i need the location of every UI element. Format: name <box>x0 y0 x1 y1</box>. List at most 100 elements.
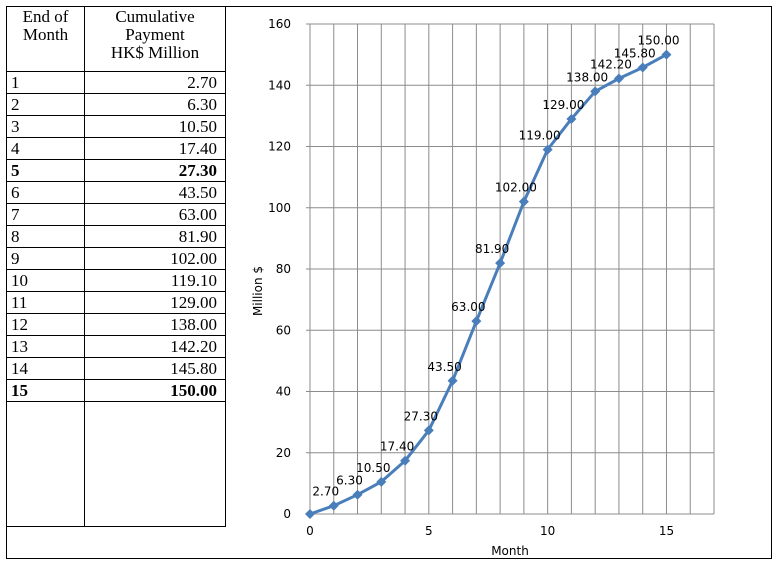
data-label: 63.00 <box>451 300 485 314</box>
payment-cell: 2.70 <box>84 71 226 94</box>
y-tick-label: 120 <box>268 140 291 154</box>
table-row: 14 145.80 <box>6 357 226 380</box>
y-tick-label: 100 <box>268 201 291 215</box>
y-tick-label: 20 <box>276 446 291 460</box>
data-label: 129.00 <box>542 98 584 112</box>
payment-cell: 27.30 <box>84 159 226 182</box>
table-row: 10 119.10 <box>6 269 226 292</box>
month-cell: 6 <box>6 181 85 204</box>
x-axis-label: Month <box>491 544 529 558</box>
table-row: 3 10.50 <box>6 115 226 138</box>
payment-cell: 138.00 <box>84 313 226 336</box>
data-label: 102.00 <box>495 181 537 195</box>
empty-cell <box>6 401 85 527</box>
data-point <box>400 455 411 466</box>
payment-cell: 150.00 <box>84 379 226 402</box>
table-row: 8 81.90 <box>6 225 226 248</box>
data-label: 27.30 <box>404 409 438 423</box>
table-row: 9 102.00 <box>6 247 226 270</box>
data-point <box>447 375 458 386</box>
data-point <box>518 196 529 207</box>
month-cell: 14 <box>6 357 85 380</box>
month-cell: 13 <box>6 335 85 358</box>
x-tick-label: 10 <box>540 524 555 538</box>
month-cell: 1 <box>6 71 85 94</box>
data-point <box>495 258 506 269</box>
header-payment-line: Cumulative <box>115 7 195 26</box>
data-point <box>637 62 648 73</box>
data-label: 138.00 <box>566 70 608 84</box>
month-cell: 12 <box>6 313 85 336</box>
chart-ticks: 0 20 40 60 80 100 120 140 160 0 5 10 15 <box>268 17 674 538</box>
header-month-line: End of <box>22 7 69 26</box>
data-label: 6.30 <box>336 474 363 488</box>
month-cell: 10 <box>6 269 85 292</box>
payment-cell: 142.20 <box>84 335 226 358</box>
table-row: 7 63.00 <box>6 203 226 226</box>
data-label: 145.80 <box>614 46 656 60</box>
payment-cell: 145.80 <box>84 357 226 380</box>
payment-table: End of Month Cumulative Payment HK$ Mill… <box>6 6 226 527</box>
data-label: 2.70 <box>312 485 339 499</box>
table-row: 13 142.20 <box>6 335 226 358</box>
table-row: 1 2.70 <box>6 71 226 94</box>
y-tick-label: 60 <box>276 323 291 337</box>
x-tick-label: 5 <box>425 524 433 538</box>
data-point <box>305 509 315 519</box>
table-row: 12 138.00 <box>6 313 226 336</box>
table-row: 4 17.40 <box>6 137 226 160</box>
payment-chart: 0 20 40 60 80 100 120 140 160 0 5 10 15 2.706.3010.5… <box>251 17 715 558</box>
table-row: 6 43.50 <box>6 181 226 204</box>
month-cell: 15 <box>6 379 85 402</box>
x-tick-label: 15 <box>659 524 674 538</box>
y-tick-label: 40 <box>276 385 291 399</box>
x-tick-label: 0 <box>306 524 314 538</box>
payment-cell: 10.50 <box>84 115 226 138</box>
data-point <box>352 489 363 500</box>
payment-cell: 6.30 <box>84 93 226 116</box>
data-label: 17.40 <box>380 440 414 454</box>
y-tick-label: 80 <box>276 262 291 276</box>
y-tick-label: 0 <box>283 507 291 521</box>
data-point <box>590 86 601 97</box>
payment-cell: 63.00 <box>84 203 226 226</box>
data-label: 119.00 <box>519 129 561 143</box>
data-label: 81.90 <box>475 242 509 256</box>
data-label: 43.50 <box>427 360 461 374</box>
table-header-row: End of Month Cumulative Payment HK$ Mill… <box>6 6 226 72</box>
data-label: 142.20 <box>590 58 632 72</box>
y-tick-label: 140 <box>268 78 291 92</box>
data-point <box>566 113 577 124</box>
data-point <box>376 476 387 487</box>
month-cell: 7 <box>6 203 85 226</box>
table-row: 2 6.30 <box>6 93 226 116</box>
series-line <box>309 53 668 516</box>
table-row: 15 150.00 <box>6 379 226 402</box>
header-end-of-month: End of Month <box>6 6 85 72</box>
payment-cell: 81.90 <box>84 225 226 248</box>
data-point <box>661 49 672 60</box>
payment-cell: 129.00 <box>84 291 226 314</box>
data-point <box>423 425 434 436</box>
table-row: 11 129.00 <box>6 291 226 314</box>
header-month-line: Month <box>22 25 69 44</box>
month-cell: 2 <box>6 93 85 116</box>
chart-markers <box>305 49 672 519</box>
data-point <box>328 500 339 511</box>
month-cell: 3 <box>6 115 85 138</box>
y-tick-label: 160 <box>268 17 291 31</box>
y-axis-label: Million $ <box>251 266 265 316</box>
header-cumulative-payment: Cumulative Payment HK$ Million <box>84 6 226 72</box>
data-point <box>542 144 553 155</box>
data-point <box>471 316 482 327</box>
payment-cell: 102.00 <box>84 247 226 270</box>
data-point <box>613 73 624 84</box>
payment-cell: 17.40 <box>84 137 226 160</box>
header-payment-line: HK$ Million <box>110 43 200 62</box>
payment-cell: 119.10 <box>84 269 226 292</box>
table-empty-row <box>6 401 226 527</box>
month-cell: 5 <box>6 159 85 182</box>
empty-cell <box>84 401 226 527</box>
data-label: 10.50 <box>356 461 390 475</box>
